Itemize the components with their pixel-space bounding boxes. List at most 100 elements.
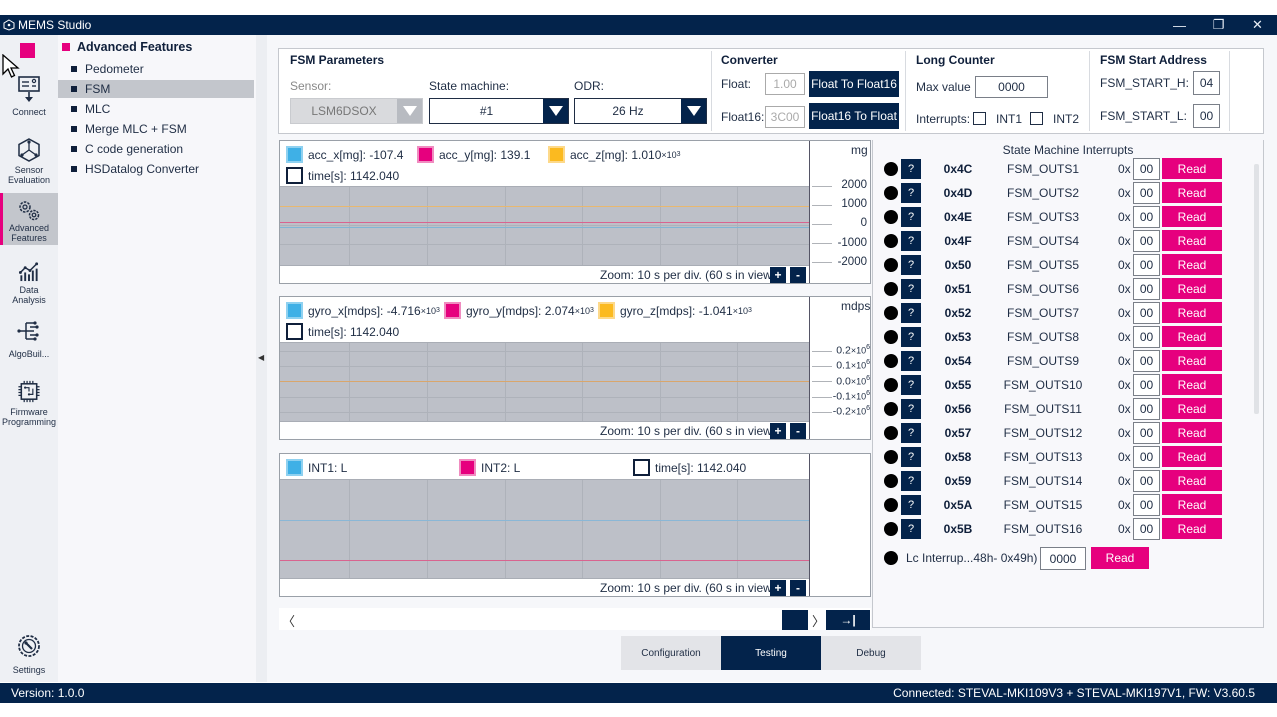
zoom-out-button[interactable]: - bbox=[790, 267, 806, 283]
tab-configuration[interactable]: Configuration bbox=[621, 636, 721, 670]
help-button[interactable]: ? bbox=[901, 399, 921, 419]
help-button[interactable]: ? bbox=[901, 279, 921, 299]
float-input[interactable]: 1.00 bbox=[765, 73, 805, 95]
legend-acc-z[interactable]: acc_z[mg]: 1.010 ×10 3 bbox=[548, 146, 681, 163]
read-button[interactable]: Read bbox=[1162, 302, 1222, 323]
tab-debug[interactable]: Debug bbox=[821, 636, 921, 670]
float-to-float16-button[interactable]: Float To Float16 bbox=[809, 71, 899, 97]
help-button[interactable]: ? bbox=[901, 327, 921, 347]
submenu-item-mlc[interactable]: MLC bbox=[58, 100, 254, 118]
plot-area[interactable] bbox=[280, 186, 809, 266]
help-button[interactable]: ? bbox=[901, 375, 921, 395]
nav-firmware-programming[interactable]: Firmware Programming bbox=[0, 379, 58, 427]
register-value-input[interactable]: 00 bbox=[1133, 182, 1160, 204]
read-button[interactable]: Read bbox=[1162, 230, 1222, 251]
read-button[interactable]: Read bbox=[1162, 278, 1222, 299]
help-button[interactable]: ? bbox=[901, 423, 921, 443]
zoom-out-button[interactable]: - bbox=[790, 423, 806, 439]
help-button[interactable]: ? bbox=[901, 159, 921, 179]
lc-interrupt-value[interactable]: 0000 bbox=[1040, 547, 1086, 570]
nav-sensor-evaluation[interactable]: Sensor Evaluation bbox=[0, 137, 58, 187]
submenu-item-fsm[interactable]: FSM bbox=[58, 80, 254, 98]
register-value-input[interactable]: 00 bbox=[1133, 350, 1160, 372]
nav-algobuilder[interactable]: AlgoBuil... bbox=[0, 319, 58, 361]
lc-read-button[interactable]: Read bbox=[1091, 547, 1149, 569]
legend-acc-x[interactable]: acc_x[mg]: -107.4 bbox=[286, 146, 403, 163]
legend-int1[interactable]: INT1: L bbox=[286, 459, 347, 476]
submenu-item-merge-mlc-fsm[interactable]: Merge MLC + FSM bbox=[58, 120, 254, 138]
float16-to-float-button[interactable]: Float16 To Float bbox=[809, 103, 899, 129]
state-machine-select[interactable]: #1 bbox=[429, 98, 569, 124]
register-value-input[interactable]: 00 bbox=[1133, 470, 1160, 492]
read-button[interactable]: Read bbox=[1162, 494, 1222, 515]
nav-settings[interactable]: Settings bbox=[0, 633, 58, 675]
help-button[interactable]: ? bbox=[901, 495, 921, 515]
register-value-input[interactable]: 00 bbox=[1133, 494, 1160, 516]
int2-checkbox[interactable] bbox=[1030, 112, 1043, 125]
register-value-input[interactable]: 00 bbox=[1133, 422, 1160, 444]
odr-select[interactable]: 26 Hz bbox=[574, 98, 707, 124]
help-button[interactable]: ? bbox=[901, 447, 921, 467]
register-value-input[interactable]: 00 bbox=[1133, 206, 1160, 228]
read-button[interactable]: Read bbox=[1162, 374, 1222, 395]
help-button[interactable]: ? bbox=[901, 255, 921, 275]
legend-time[interactable]: time[s]: 1142.040 bbox=[633, 459, 746, 476]
scroll-right-icon[interactable]: 〉 bbox=[812, 614, 826, 629]
read-button[interactable]: Read bbox=[1162, 326, 1222, 347]
help-button[interactable]: ? bbox=[901, 207, 921, 227]
submenu-item-hsdatalog-converter[interactable]: HSDatalog Converter bbox=[58, 160, 254, 178]
fsm-start-l-input[interactable]: 00 bbox=[1193, 104, 1220, 128]
register-value-input[interactable]: 00 bbox=[1133, 278, 1160, 300]
scroll-to-end-button[interactable]: →| bbox=[826, 610, 870, 630]
scroll-left-icon[interactable]: 〈 bbox=[282, 614, 296, 629]
legend-int2[interactable]: INT2: L bbox=[459, 459, 520, 476]
register-value-input[interactable]: 00 bbox=[1133, 326, 1160, 348]
legend-time[interactable]: time[s]: 1142.040 bbox=[286, 167, 399, 184]
legend-gyro-x[interactable]: gyro_x[mdps]: -4.716 ×10 3 bbox=[286, 302, 440, 319]
float16-input[interactable]: 3C00 bbox=[765, 106, 805, 128]
scroll-thumb[interactable] bbox=[782, 610, 808, 630]
help-button[interactable]: ? bbox=[901, 183, 921, 203]
close-button[interactable]: ✕ bbox=[1252, 17, 1263, 32]
read-button[interactable]: Read bbox=[1162, 158, 1222, 179]
read-button[interactable]: Read bbox=[1162, 350, 1222, 371]
nav-data-analysis[interactable]: Data Analysis bbox=[0, 261, 58, 305]
read-button[interactable]: Read bbox=[1162, 254, 1222, 275]
nav-advanced-features[interactable]: Advanced Features bbox=[0, 193, 58, 245]
help-button[interactable]: ? bbox=[901, 519, 921, 539]
zoom-in-button[interactable]: + bbox=[770, 267, 786, 283]
panel-splitter[interactable]: ◀ bbox=[256, 35, 267, 682]
plot-area[interactable] bbox=[280, 342, 809, 422]
register-value-input[interactable]: 00 bbox=[1133, 374, 1160, 396]
nav-connect[interactable]: Connect bbox=[0, 75, 58, 123]
read-button[interactable]: Read bbox=[1162, 470, 1222, 491]
register-value-input[interactable]: 00 bbox=[1133, 518, 1160, 540]
submenu-item-c-code-generation[interactable]: C code generation bbox=[58, 140, 254, 158]
time-scrollbar[interactable]: 〈 〉 →| bbox=[279, 608, 871, 630]
register-value-input[interactable]: 00 bbox=[1133, 254, 1160, 276]
read-button[interactable]: Read bbox=[1162, 422, 1222, 443]
help-button[interactable]: ? bbox=[901, 471, 921, 491]
register-value-input[interactable]: 00 bbox=[1133, 302, 1160, 324]
zoom-out-button[interactable]: - bbox=[790, 580, 806, 596]
vertical-scrollbar[interactable] bbox=[1254, 164, 1259, 414]
minimize-button[interactable]: — bbox=[1173, 17, 1186, 33]
register-value-input[interactable]: 00 bbox=[1133, 158, 1160, 180]
legend-gyro-y[interactable]: gyro_y[mdps]: 2.074 ×10 3 bbox=[444, 302, 594, 319]
read-button[interactable]: Read bbox=[1162, 398, 1222, 419]
read-button[interactable]: Read bbox=[1162, 182, 1222, 203]
plot-area[interactable] bbox=[280, 479, 809, 579]
zoom-in-button[interactable]: + bbox=[770, 580, 786, 596]
chevron-down-icon[interactable] bbox=[543, 99, 568, 123]
legend-time[interactable]: time[s]: 1142.040 bbox=[286, 323, 399, 340]
help-button[interactable]: ? bbox=[901, 231, 921, 251]
register-value-input[interactable]: 00 bbox=[1133, 398, 1160, 420]
legend-acc-y[interactable]: acc_y[mg]: 139.1 bbox=[417, 146, 530, 163]
read-button[interactable]: Read bbox=[1162, 206, 1222, 227]
read-button[interactable]: Read bbox=[1162, 518, 1222, 539]
read-button[interactable]: Read bbox=[1162, 446, 1222, 467]
collapse-arrow-icon[interactable]: ◀ bbox=[258, 353, 265, 362]
max-value-input[interactable]: 0000 bbox=[975, 76, 1048, 98]
legend-gyro-z[interactable]: gyro_z[mdps]: -1.041 ×10 3 bbox=[598, 302, 752, 319]
tab-testing[interactable]: Testing bbox=[721, 636, 821, 670]
